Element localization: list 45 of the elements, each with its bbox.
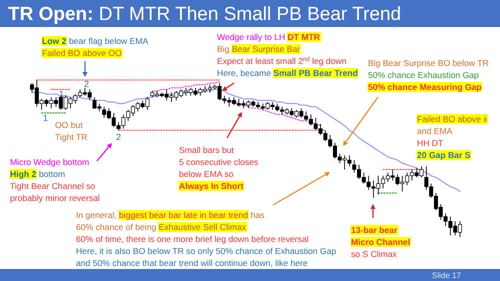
annotation: 60% chance of being (76, 222, 159, 232)
text: Wedge rally to LH (217, 32, 288, 42)
annotation: HH DT (417, 138, 444, 148)
annotation: 1 (43, 113, 48, 123)
annotation: Exhaustive Sell Climax (158, 222, 247, 232)
annotation: High 2 (10, 169, 36, 179)
text: Expect at least small 2$^{nd}$ leg down (217, 56, 347, 66)
annotation: bottom (36, 169, 66, 179)
annotation: Small bars but (179, 145, 235, 155)
text: Big (217, 44, 232, 54)
annotation: OO but (55, 120, 84, 130)
annotation: 1 (59, 89, 64, 99)
text: so S Climax (351, 249, 398, 259)
annotation: 60% of time, there is one more brief leg down before reversal (76, 234, 309, 244)
text: and 50% chance that bear trend will continue down, like here (76, 258, 308, 268)
text: Here, became (217, 68, 274, 78)
annotation: Micro Channel (351, 237, 410, 247)
annotation: biggest bear bar late in bear trend (119, 210, 248, 220)
annotation: below EMA so (179, 169, 234, 179)
text: DT MTR (288, 32, 321, 42)
annotation: Always In Short (179, 181, 244, 191)
annotation: Micro Wedge bottom (10, 157, 90, 167)
text: Small PB Bear Trend (273, 68, 358, 78)
text: Failed BO above OO (42, 48, 122, 58)
text: Here, it is also BO below TR so only 50% chance of Exhaustion Gap (76, 246, 336, 256)
annotation: In general, (76, 210, 119, 220)
annotation: 2 (84, 79, 90, 89)
annotation: Tight Bear Channel so (10, 181, 96, 191)
chart-title: TR Open: DT MTR Then Small PB Bear Trend (8, 4, 402, 25)
annotation: Failed BO above ii (417, 114, 488, 124)
text: bear flag below EMA (66, 36, 149, 46)
annotation: 20 Gap Bar S (417, 150, 471, 160)
annotation: has (248, 210, 264, 220)
annotation: 2 (116, 132, 122, 142)
text: Slide 17 (432, 271, 462, 280)
annotation: 50% chance Measuring Gap (368, 82, 482, 92)
text: Bear Surprise Bar (232, 44, 300, 54)
annotation: Tight TR (55, 132, 88, 142)
annotation: 13-bar bear (351, 225, 398, 235)
annotation: and EMA (417, 126, 453, 136)
text: Low 2 (42, 36, 67, 46)
annotation: probably minor reversal (10, 193, 100, 203)
text: Big Bear Surprise BO below TR (368, 58, 489, 68)
annotation: 50% chance Exhaustion Gap (368, 70, 480, 80)
annotation: 5 consecutive closes (179, 157, 258, 167)
